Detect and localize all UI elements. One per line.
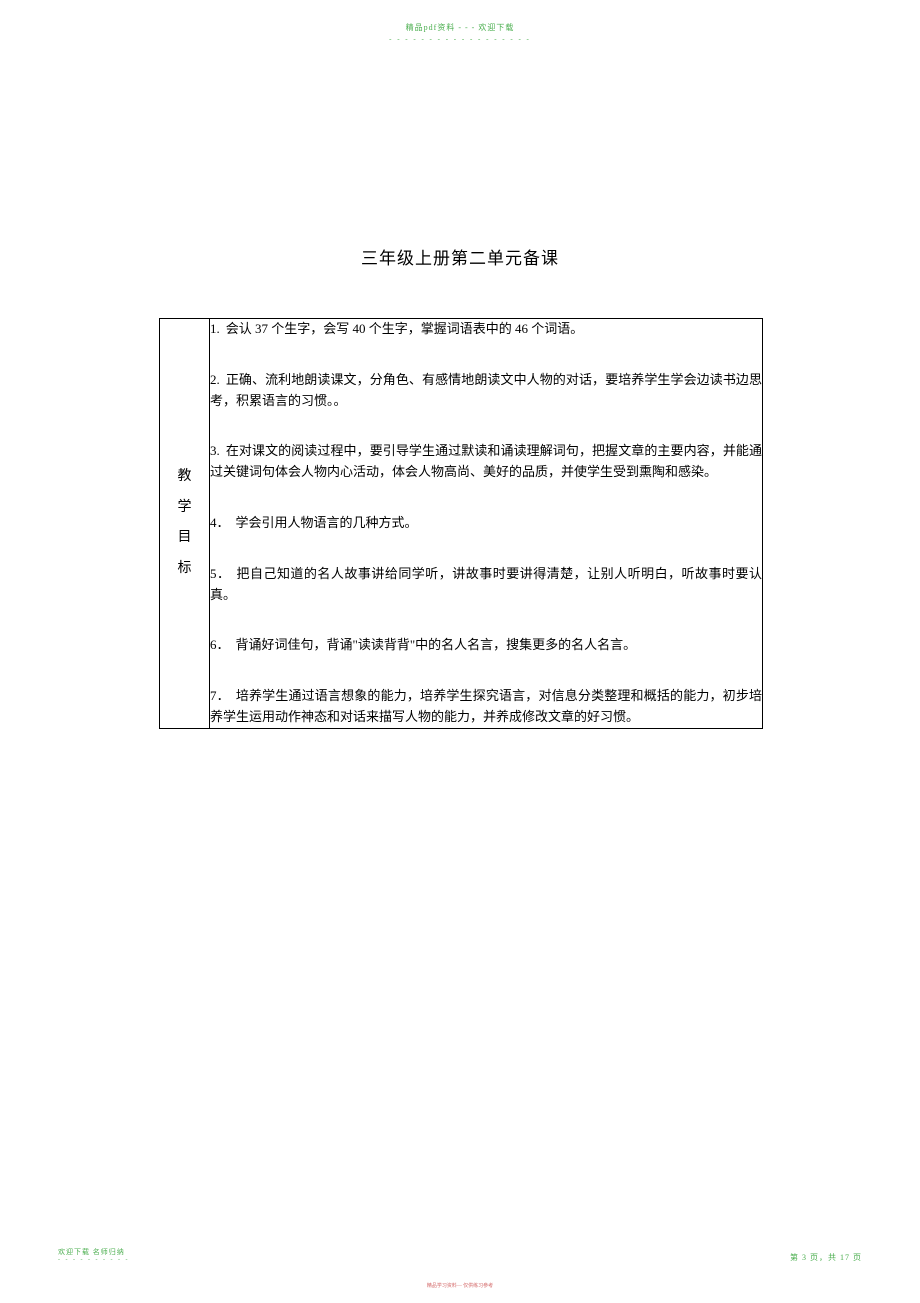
objective-text: 把自己知道的名人故事讲给同学听，讲故事时要讲得清楚，让别人听明白，听故事时要认真… (210, 566, 762, 602)
objective-item: 2.正确、流利地朗读课文，分角色、有感情地朗读文中人物的对话，要培养学生学会边读… (210, 370, 762, 412)
objective-number: 3. (210, 443, 220, 458)
objective-item: 7．培养学生通过语言想象的能力，培养学生探究语言，对信息分类整理和概括的能力，初… (210, 686, 762, 728)
footer-page-number: 第 3 页，共 17 页 (790, 1252, 862, 1263)
header-watermark-dashes: - - - - - - - - - - - - - - - - - - (389, 35, 531, 43)
table-content-cell: 1. 会认 37 个生字，会写 40 个生字，掌握词语表中的 46 个词语。 2.… (210, 319, 763, 729)
page-title: 三年级上册第二单元备课 (361, 244, 559, 269)
table-label-cell: 教 学 目 标 (160, 319, 210, 729)
objective-item: 5．把自己知道的名人故事讲给同学听，讲故事时要讲得清楚，让别人听明白，听故事时要… (210, 564, 762, 606)
footer-center-watermark: 精品学习资料— 仅供练习参考 (427, 1282, 493, 1289)
header-watermark: 精品pdf资料 - - - 欢迎下载 - - - - - - - - - - -… (389, 22, 531, 43)
objective-item: 1. 会认 37 个生字，会写 40 个生字，掌握词语表中的 46 个词语。 (210, 319, 762, 340)
label-char: 教 (160, 462, 209, 493)
objective-text: 背诵好词佳句，背诵"读读背背"中的名人名言，搜集更多的名人名言。 (236, 637, 637, 652)
label-char: 标 (160, 554, 209, 585)
objective-number: 5． (210, 566, 230, 581)
header-watermark-text: 精品pdf资料 - - - 欢迎下载 (389, 22, 531, 33)
lesson-plan-table: 教 学 目 标 1. 会认 37 个生字，会写 40 个生字，掌握词语表中的 46… (159, 318, 763, 729)
objective-number: 7． (210, 688, 230, 703)
objective-item: 3.在对课文的阅读过程中，要引导学生通过默读和诵读理解词句，把握文章的主要内容，… (210, 441, 762, 483)
objective-text: 正确、流利地朗读课文，分角色、有感情地朗读文中人物的对话，要培养学生学会边读书边… (210, 372, 762, 408)
objective-number: 1. (210, 321, 220, 336)
objective-text: 在对课文的阅读过程中，要引导学生通过默读和诵读理解词句，把握文章的主要内容，并能… (210, 443, 762, 479)
objective-text: 培养学生通过语言想象的能力，培养学生探究语言，对信息分类整理和概括的能力，初步培… (210, 688, 762, 724)
objective-number: 6． (210, 637, 230, 652)
footer-left-text: 欢迎下载 名师归纳 (58, 1247, 129, 1257)
label-char: 目 (160, 523, 209, 554)
objective-item: 4． 学会引用人物语言的几种方式。 (210, 513, 762, 534)
footer-left-dashes: - - - - - - - - - - (58, 1257, 129, 1263)
label-char: 学 (160, 493, 209, 524)
objective-item: 6． 背诵好词佳句，背诵"读读背背"中的名人名言，搜集更多的名人名言。 (210, 635, 762, 656)
objective-text: 会认 37 个生字，会写 40 个生字，掌握词语表中的 46 个词语。 (226, 321, 584, 336)
footer-left-watermark: 欢迎下载 名师归纳 - - - - - - - - - - (58, 1247, 129, 1263)
objective-number: 2. (210, 372, 220, 387)
objective-number: 4． (210, 515, 230, 530)
objective-text: 学会引用人物语言的几种方式。 (236, 515, 418, 530)
